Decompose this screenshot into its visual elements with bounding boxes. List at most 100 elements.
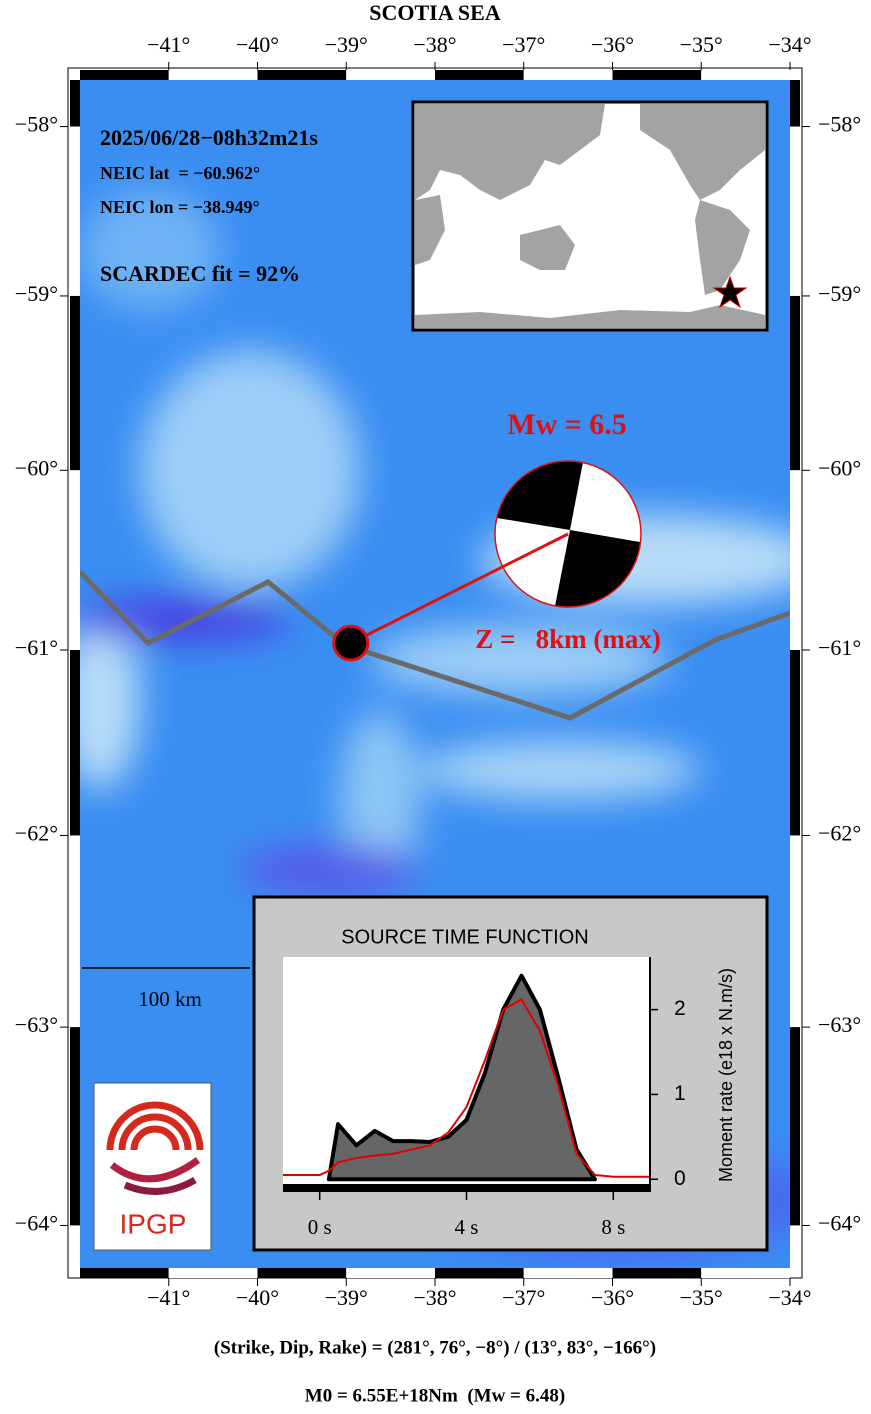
frame-band xyxy=(257,70,347,80)
land xyxy=(415,104,605,200)
frame-band xyxy=(80,1268,169,1278)
stf-line xyxy=(283,998,650,1178)
lat-tick-label: −64° xyxy=(15,1210,58,1235)
lon-tick-label: −36° xyxy=(591,1285,634,1310)
lon-tick-label: −36° xyxy=(591,32,634,57)
y-tick-label: 0 xyxy=(674,1167,686,1190)
lat-tick-label: −60° xyxy=(15,455,58,480)
frame-bands xyxy=(70,70,800,1278)
lat-tick-label: −59° xyxy=(15,281,58,306)
x-tick-label: 8 s xyxy=(601,1215,625,1239)
lon-tick-label: −37° xyxy=(502,1285,545,1310)
lat-tick-label: −63° xyxy=(818,1012,861,1037)
shallow xyxy=(80,190,220,310)
lon-tick-label: −37° xyxy=(502,32,545,57)
lat-tick-label: −63° xyxy=(15,1012,58,1037)
event-info: 2025/06/28−08h32m21s NEIC lat = −60.962°… xyxy=(100,125,318,286)
scale-bar-label: 100 km xyxy=(138,987,202,1011)
beachball-compression xyxy=(555,530,640,608)
logo: IPGP xyxy=(93,1082,212,1251)
frame-band xyxy=(523,1268,613,1278)
event-lat: NEIC lat = −60.962° xyxy=(100,163,260,183)
lon-tick-label: −34° xyxy=(768,1285,811,1310)
beachball-compression xyxy=(497,460,583,530)
trench xyxy=(240,845,420,895)
lon-tick-label: −38° xyxy=(413,1285,456,1310)
stf-title: SOURCE TIME FUNCTION xyxy=(341,926,588,948)
lon-tick-label: −34° xyxy=(768,32,811,57)
frame-band xyxy=(790,80,800,127)
lon-tick-label: −35° xyxy=(680,1285,723,1310)
lon-tick-label: −41° xyxy=(147,32,190,57)
lon-tick-label: −39° xyxy=(325,1285,368,1310)
x-tick-label: 4 s xyxy=(455,1215,479,1239)
lat-tick-label: −64° xyxy=(818,1210,861,1235)
lon-tick-label: −41° xyxy=(147,1285,190,1310)
epicenter-link xyxy=(350,532,569,645)
land xyxy=(415,305,765,328)
lon-tick-label: −40° xyxy=(236,32,279,57)
lat-tick-label: −61° xyxy=(15,635,58,660)
stf-area xyxy=(326,973,597,1182)
lat-tick-label: −60° xyxy=(818,455,861,480)
frame-band xyxy=(790,126,800,296)
scardec-fit: SCARDEC fit = 92% xyxy=(100,261,300,286)
frame-band xyxy=(70,470,80,651)
frame-band xyxy=(70,1027,80,1226)
land xyxy=(695,200,750,295)
event-lon: NEIC lon = −38.949° xyxy=(100,197,260,217)
beachball xyxy=(494,460,642,608)
frame-band xyxy=(790,650,800,836)
lon-tick-label: −39° xyxy=(325,32,368,57)
frame-band xyxy=(612,70,702,80)
y-tick-label: 2 xyxy=(674,997,686,1020)
shallow xyxy=(140,350,360,590)
trench xyxy=(80,598,290,642)
frame-band xyxy=(70,126,80,296)
lon-tick-label: −40° xyxy=(236,1285,279,1310)
frame-band xyxy=(523,70,613,80)
frame-band xyxy=(790,1027,800,1226)
frame-band xyxy=(80,70,169,80)
logo-arc xyxy=(106,1101,204,1151)
frame-band xyxy=(435,1268,524,1278)
lat-tick-label: −62° xyxy=(818,821,861,846)
depth-label: Z = 8km (max) xyxy=(475,624,661,654)
logo-arc xyxy=(109,1157,201,1183)
logo-arc xyxy=(123,1176,197,1195)
land xyxy=(520,225,575,270)
frame-band xyxy=(435,70,524,80)
focal-mechanism: (Strike, Dip, Rake) = (281°, 76°, −8°) /… xyxy=(214,1337,656,1358)
frame-band xyxy=(701,1268,790,1278)
stf-panel: SOURCE TIME FUNCTION Moment rate (e18 x … xyxy=(252,895,769,1252)
stf-y-label: Moment rate (e18 x N.m/s) xyxy=(716,968,736,1182)
logo-text: IPGP xyxy=(120,1208,187,1239)
lat-tick-label: −62° xyxy=(15,821,58,846)
land xyxy=(640,104,765,200)
magnitude-label: Mw = 6.5 xyxy=(507,408,627,441)
map-title: SCOTIA SEA xyxy=(369,0,501,25)
frame-band xyxy=(346,1268,435,1278)
shallow xyxy=(340,710,420,890)
lat-tick-label: −58° xyxy=(818,112,861,137)
frame-band xyxy=(612,1268,702,1278)
frame-band xyxy=(257,1268,347,1278)
land xyxy=(415,195,445,265)
lat-tick-label: −59° xyxy=(818,281,861,306)
frame-band xyxy=(790,295,800,471)
frame-band xyxy=(168,1268,258,1278)
frame-band xyxy=(70,650,80,836)
frame-band xyxy=(790,835,800,1028)
logo-arc xyxy=(118,1113,192,1151)
frame-band xyxy=(70,835,80,1028)
frame-band xyxy=(70,1225,80,1268)
frame-band xyxy=(168,70,258,80)
lon-tick-label: −38° xyxy=(413,32,456,57)
frame-band xyxy=(346,70,435,80)
frame-band xyxy=(701,70,790,80)
frame-band xyxy=(790,1225,800,1268)
world-inset xyxy=(411,100,769,332)
logo-arc xyxy=(130,1125,180,1151)
